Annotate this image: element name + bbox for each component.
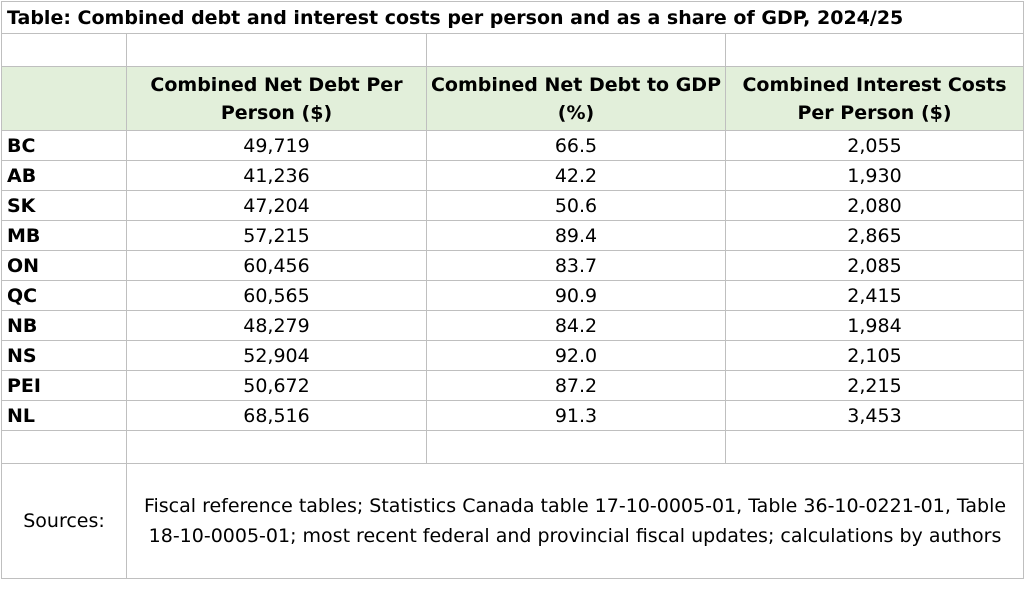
province-cell: PEI bbox=[1, 370, 127, 401]
blank-row bbox=[1, 33, 1024, 67]
interest-per-person-cell: 3,453 bbox=[724, 400, 1024, 431]
debt-to-gdp-cell: 90.9 bbox=[426, 280, 726, 311]
debt-to-gdp-cell: 50.6 bbox=[426, 190, 726, 221]
table-row: MB 57,215 89.4 2,865 bbox=[1, 220, 1024, 251]
sources-label: Sources: bbox=[1, 463, 127, 579]
table-row: AB 41,236 42.2 1,930 bbox=[1, 160, 1024, 191]
debt-to-gdp-cell: 89.4 bbox=[426, 220, 726, 251]
interest-per-person-cell: 1,930 bbox=[724, 160, 1024, 191]
interest-per-person-cell: 2,105 bbox=[724, 340, 1024, 371]
interest-per-person-cell: 2,865 bbox=[724, 220, 1024, 251]
blank-cell bbox=[724, 430, 1024, 464]
table-title: Table: Combined debt and interest costs … bbox=[0, 1, 1024, 34]
blank-row bbox=[1, 430, 1024, 464]
blank-cell bbox=[126, 430, 427, 464]
table-body: Table: Combined debt and interest costs … bbox=[0, 1, 1024, 131]
debt-per-person-cell: 52,904 bbox=[126, 340, 427, 371]
interest-per-person-cell: 2,415 bbox=[724, 280, 1024, 311]
debt-to-gdp-cell: 42.2 bbox=[426, 160, 726, 191]
table-row: PEI 50,672 87.2 2,215 bbox=[1, 370, 1024, 401]
debt-per-person-cell: 57,215 bbox=[126, 220, 427, 251]
debt-per-person-cell: 49,719 bbox=[126, 130, 427, 161]
blank-cell bbox=[724, 33, 1024, 67]
debt-per-person-cell: 47,204 bbox=[126, 190, 427, 221]
table-row: ON 60,456 83.7 2,085 bbox=[1, 250, 1024, 281]
blank-cell bbox=[426, 33, 726, 67]
header-debt-to-gdp: Combined Net Debt to GDP (%) bbox=[426, 66, 726, 131]
province-cell: AB bbox=[1, 160, 127, 191]
table-row: QC 60,565 90.9 2,415 bbox=[1, 280, 1024, 311]
sources-row: Sources: Fiscal reference tables; Statis… bbox=[1, 463, 1024, 579]
table-row: NL 68,516 91.3 3,453 bbox=[1, 400, 1024, 431]
debt-per-person-cell: 50,672 bbox=[126, 370, 427, 401]
header-row: Combined Net Debt Per Person ($) Combine… bbox=[1, 66, 1024, 131]
blank-cell bbox=[426, 430, 726, 464]
blank-cell bbox=[1, 430, 127, 464]
table-row: SK 47,204 50.6 2,080 bbox=[1, 190, 1024, 221]
data-rows: BC 49,719 66.5 2,055 AB 41,236 42.2 1,930 SK 47,2… bbox=[1, 130, 1024, 431]
province-cell: SK bbox=[1, 190, 127, 221]
table-row: BC 49,719 66.5 2,055 bbox=[1, 130, 1024, 161]
debt-per-person-cell: 60,456 bbox=[126, 250, 427, 281]
header-province bbox=[1, 66, 127, 131]
header-debt-per-person: Combined Net Debt Per Person ($) bbox=[126, 66, 427, 131]
blank-cell bbox=[126, 33, 427, 67]
province-cell: NL bbox=[1, 400, 127, 431]
debt-to-gdp-cell: 87.2 bbox=[426, 370, 726, 401]
province-cell: MB bbox=[1, 220, 127, 251]
debt-to-gdp-cell: 83.7 bbox=[426, 250, 726, 281]
debt-to-gdp-cell: 91.3 bbox=[426, 400, 726, 431]
blank-cell bbox=[1, 33, 127, 67]
table-row: NB 48,279 84.2 1,984 bbox=[1, 310, 1024, 341]
table-row: NS 52,904 92.0 2,105 bbox=[1, 340, 1024, 371]
interest-per-person-cell: 2,055 bbox=[724, 130, 1024, 161]
sources-text: Fiscal reference tables; Statistics Cana… bbox=[125, 463, 1024, 579]
province-cell: NB bbox=[1, 310, 127, 341]
interest-per-person-cell: 2,080 bbox=[724, 190, 1024, 221]
interest-per-person-cell: 2,085 bbox=[724, 250, 1024, 281]
debt-per-person-cell: 68,516 bbox=[126, 400, 427, 431]
title-row: Table: Combined debt and interest costs … bbox=[0, 1, 1024, 34]
debt-per-person-cell: 41,236 bbox=[126, 160, 427, 191]
header-interest-per-person: Combined Interest Costs Per Person ($) bbox=[724, 66, 1024, 131]
interest-per-person-cell: 2,215 bbox=[724, 370, 1024, 401]
table-footer: Sources: Fiscal reference tables; Statis… bbox=[1, 430, 1024, 579]
province-cell: QC bbox=[1, 280, 127, 311]
debt-per-person-cell: 48,279 bbox=[126, 310, 427, 341]
province-cell: ON bbox=[1, 250, 127, 281]
debt-to-gdp-cell: 92.0 bbox=[426, 340, 726, 371]
province-cell: BC bbox=[1, 130, 127, 161]
province-cell: NS bbox=[1, 340, 127, 371]
debt-table: Table: Combined debt and interest costs … bbox=[0, 1, 1024, 579]
debt-to-gdp-cell: 66.5 bbox=[426, 130, 726, 161]
debt-to-gdp-cell: 84.2 bbox=[426, 310, 726, 341]
debt-per-person-cell: 60,565 bbox=[126, 280, 427, 311]
interest-per-person-cell: 1,984 bbox=[724, 310, 1024, 341]
